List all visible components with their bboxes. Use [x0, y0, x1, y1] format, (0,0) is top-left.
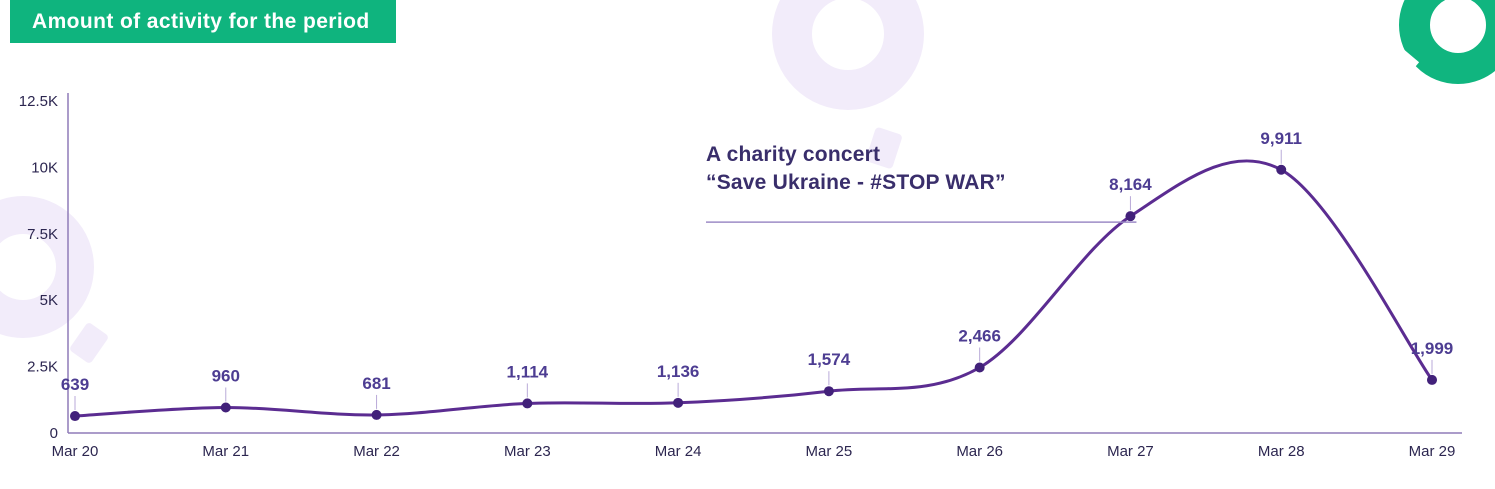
svg-text:Mar 26: Mar 26	[956, 443, 1003, 460]
svg-text:960: 960	[212, 367, 240, 386]
brand-logo-icon	[1391, 0, 1495, 90]
page-title-label: Amount of activity for the period	[32, 9, 370, 33]
svg-text:1,114: 1,114	[507, 362, 549, 381]
svg-text:1,136: 1,136	[657, 362, 700, 381]
svg-text:1,999: 1,999	[1411, 339, 1454, 358]
svg-text:Mar 23: Mar 23	[504, 443, 551, 460]
svg-text:681: 681	[362, 374, 390, 393]
svg-text:12.5K: 12.5K	[19, 93, 58, 110]
svg-text:1,574: 1,574	[808, 350, 851, 369]
svg-text:Mar 29: Mar 29	[1409, 443, 1456, 460]
svg-text:2.5K: 2.5K	[27, 359, 58, 376]
svg-text:10K: 10K	[31, 159, 58, 176]
svg-text:8,164: 8,164	[1109, 175, 1152, 194]
brand-ring-icon	[1399, 0, 1495, 84]
svg-text:639: 639	[61, 375, 89, 394]
svg-text:Mar 20: Mar 20	[52, 443, 99, 460]
svg-text:Mar 25: Mar 25	[806, 443, 853, 460]
svg-text:9,911: 9,911	[1260, 129, 1302, 148]
annotation-line-1: A charity concert	[706, 143, 881, 166]
svg-text:Mar 28: Mar 28	[1258, 443, 1305, 460]
svg-text:Mar 27: Mar 27	[1107, 443, 1154, 460]
svg-text:7.5K: 7.5K	[27, 226, 58, 243]
svg-text:Mar 21: Mar 21	[202, 443, 249, 460]
svg-text:Mar 22: Mar 22	[353, 443, 400, 460]
chart-annotation: A charity concert “Save Ukraine - #STOP …	[706, 141, 1006, 197]
page-title: Amount of activity for the period	[10, 0, 396, 43]
svg-text:2,466: 2,466	[958, 327, 1001, 346]
svg-text:5K: 5K	[40, 292, 58, 309]
svg-text:Mar 24: Mar 24	[655, 443, 702, 460]
svg-text:0: 0	[50, 425, 58, 442]
annotation-line-2: “Save Ukraine - #STOP WAR”	[706, 170, 1006, 194]
